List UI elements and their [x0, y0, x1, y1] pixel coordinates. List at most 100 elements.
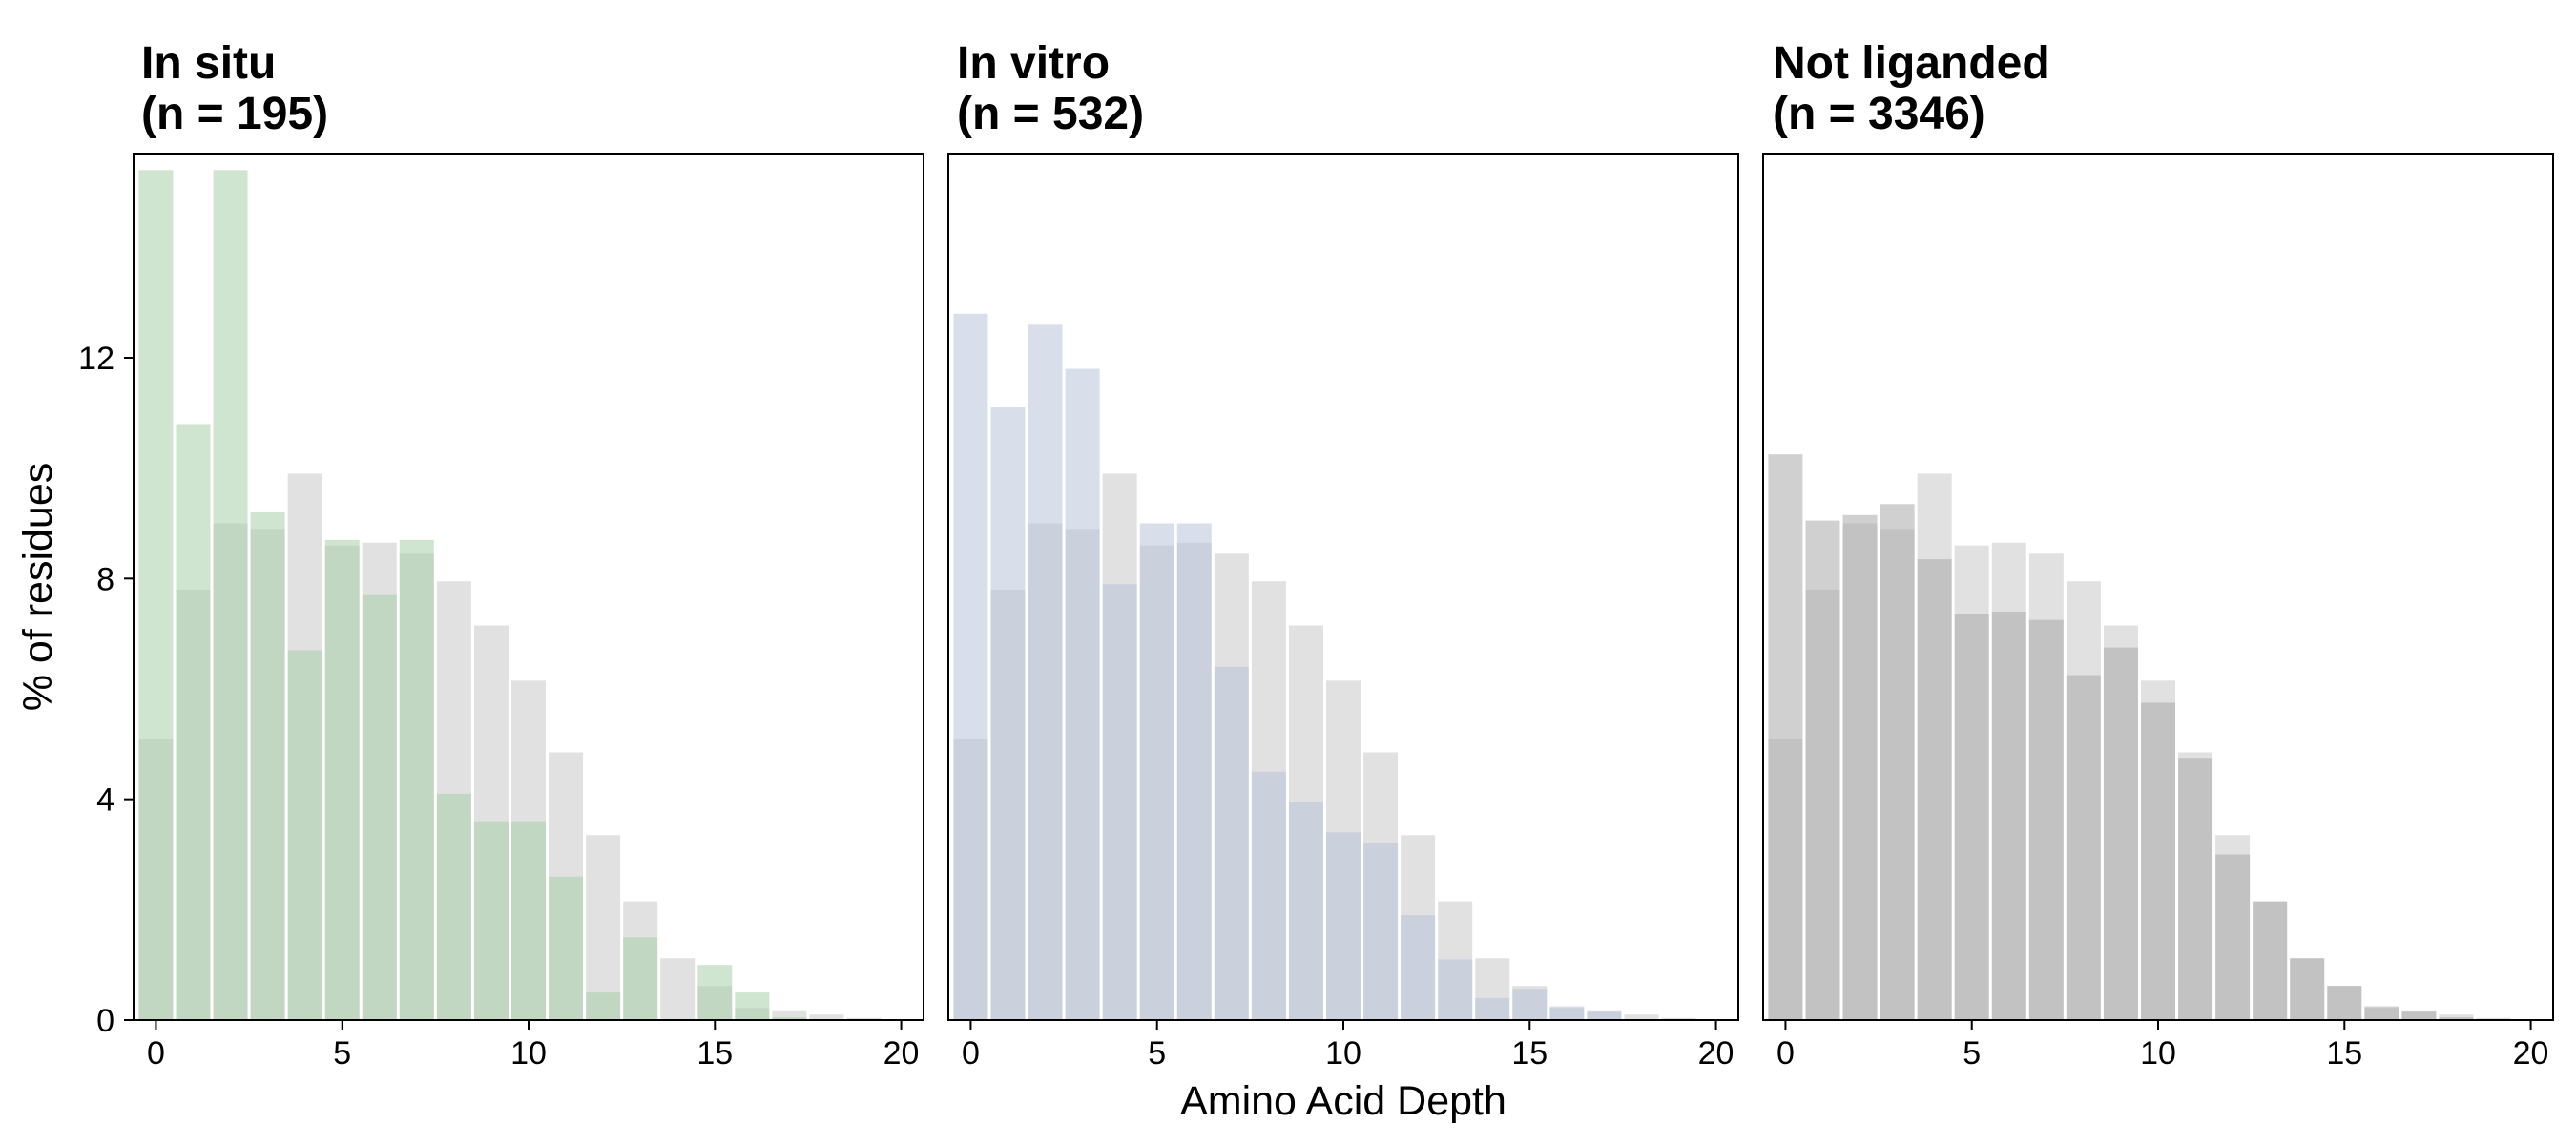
x-tick-label: 20 [1698, 1035, 1735, 1072]
series-bar [1842, 514, 1878, 1020]
series-bar [1917, 559, 1952, 1020]
series-bar [623, 937, 658, 1020]
series-bar [362, 594, 397, 1020]
series-bar [176, 424, 211, 1020]
series-bar [953, 313, 988, 1021]
series-bar [1587, 1011, 1622, 1020]
background-bar [2476, 1017, 2511, 1020]
series-bar [2253, 901, 2288, 1020]
series-bar [772, 1017, 807, 1020]
series-bar [250, 511, 285, 1020]
series-bar [1251, 771, 1286, 1020]
series-bar [1288, 802, 1323, 1020]
series-bar [2439, 1017, 2474, 1020]
series-bar [2364, 1006, 2399, 1020]
panel-3-title-line2: (n = 3346) [1773, 89, 1985, 139]
y-tick-label: 0 [96, 1003, 114, 1039]
background-bar [846, 1017, 882, 1020]
series-bar [2028, 619, 2064, 1020]
series-bar [2066, 675, 2101, 1020]
panel-1-title-line2: (n = 195) [141, 89, 328, 139]
series-bar [586, 992, 621, 1020]
x-tick-label: 0 [1776, 1035, 1795, 1072]
series-bar [1401, 915, 1436, 1020]
background-bar [1624, 1014, 1659, 1020]
series-bar [2401, 1011, 2437, 1020]
series-bar [1028, 324, 1063, 1020]
series-bar [2141, 702, 2175, 1020]
panel-1-x-axis: 0 5 10 15 20 [147, 1020, 920, 1072]
x-tick-label: 10 [2140, 1035, 2176, 1072]
series-bar [2290, 958, 2325, 1020]
y-tick-label: 4 [96, 782, 114, 819]
background-bar [660, 958, 696, 1020]
x-tick-label: 5 [1148, 1035, 1166, 1072]
y-tick-label: 8 [96, 561, 114, 597]
series-bar [2327, 986, 2362, 1020]
series-bar [1102, 584, 1137, 1020]
panel-3-series-bars [1768, 454, 2474, 1020]
y-axis-label: % of residues [15, 463, 61, 712]
x-axis-label: Amino Acid Depth [1180, 1078, 1506, 1124]
panel-1-y-axis: 0 4 8 12 [78, 341, 134, 1039]
panel-3-x-axis: 0 5 10 15 20 [1776, 1020, 2549, 1072]
x-tick-label: 0 [962, 1035, 980, 1072]
series-bar [697, 965, 733, 1020]
series-bar [1326, 832, 1361, 1020]
series-bar [287, 650, 322, 1020]
series-bar [511, 821, 546, 1020]
series-bar [1139, 523, 1174, 1020]
background-bar [586, 835, 621, 1020]
y-tick-label: 12 [78, 341, 114, 377]
x-tick-label: 0 [147, 1035, 165, 1072]
panel-in-situ: In situ (n = 195) 0 5 10 15 20 0 4 8 12 [78, 38, 924, 1072]
panel-2-x-axis: 0 5 10 15 20 [962, 1020, 1735, 1072]
series-bar [2215, 854, 2251, 1020]
series-bar [549, 876, 584, 1020]
series-bar [1991, 612, 2026, 1020]
panel-3-title-line1: Not liganded [1773, 38, 2050, 89]
panel-1-title-line1: In situ [141, 38, 276, 89]
series-bar [1363, 843, 1399, 1020]
x-tick-label: 20 [883, 1035, 920, 1072]
series-bar [1549, 1006, 1585, 1020]
series-bar [1475, 997, 1510, 1020]
background-bar [809, 1014, 844, 1020]
x-tick-label: 10 [510, 1035, 547, 1072]
panel-2-title-line2: (n = 532) [957, 89, 1144, 139]
series-bar [990, 407, 1026, 1020]
series-bar [1176, 523, 1212, 1020]
background-bar [772, 1010, 807, 1020]
x-tick-label: 15 [2326, 1035, 2362, 1072]
series-bar [1438, 959, 1473, 1020]
series-bar [473, 821, 509, 1020]
series-bar [324, 539, 360, 1020]
series-bar [399, 539, 434, 1020]
panel-2-series-bars [953, 313, 1622, 1021]
panel-not-liganded: Not liganded (n = 3346) 0 5 10 15 20 [1762, 38, 2554, 1072]
panel-1-background-bars [138, 473, 882, 1021]
series-bar [1768, 454, 1803, 1020]
x-tick-label: 5 [333, 1035, 351, 1072]
series-bar [436, 793, 471, 1020]
series-bar [1805, 520, 1840, 1020]
x-tick-label: 5 [1963, 1035, 1981, 1072]
panel-2-background-bars [953, 473, 1696, 1021]
background-bar [1661, 1017, 1696, 1020]
series-bar [1214, 666, 1249, 1020]
x-tick-label: 20 [2513, 1035, 2549, 1072]
series-bar [213, 170, 248, 1020]
panel-3-background-bars [1768, 473, 2511, 1021]
panel-1-series-bars [138, 170, 807, 1020]
x-tick-label: 15 [696, 1035, 733, 1072]
series-bar [735, 992, 770, 1020]
x-tick-label: 15 [1511, 1035, 1548, 1072]
x-tick-label: 10 [1325, 1035, 1361, 1072]
series-bar [1512, 989, 1548, 1020]
series-bar [1065, 368, 1100, 1020]
panel-2-title-line1: In vitro [957, 38, 1110, 89]
series-bar [138, 170, 174, 1020]
series-bar [2178, 758, 2213, 1020]
series-bar [1954, 614, 1989, 1020]
